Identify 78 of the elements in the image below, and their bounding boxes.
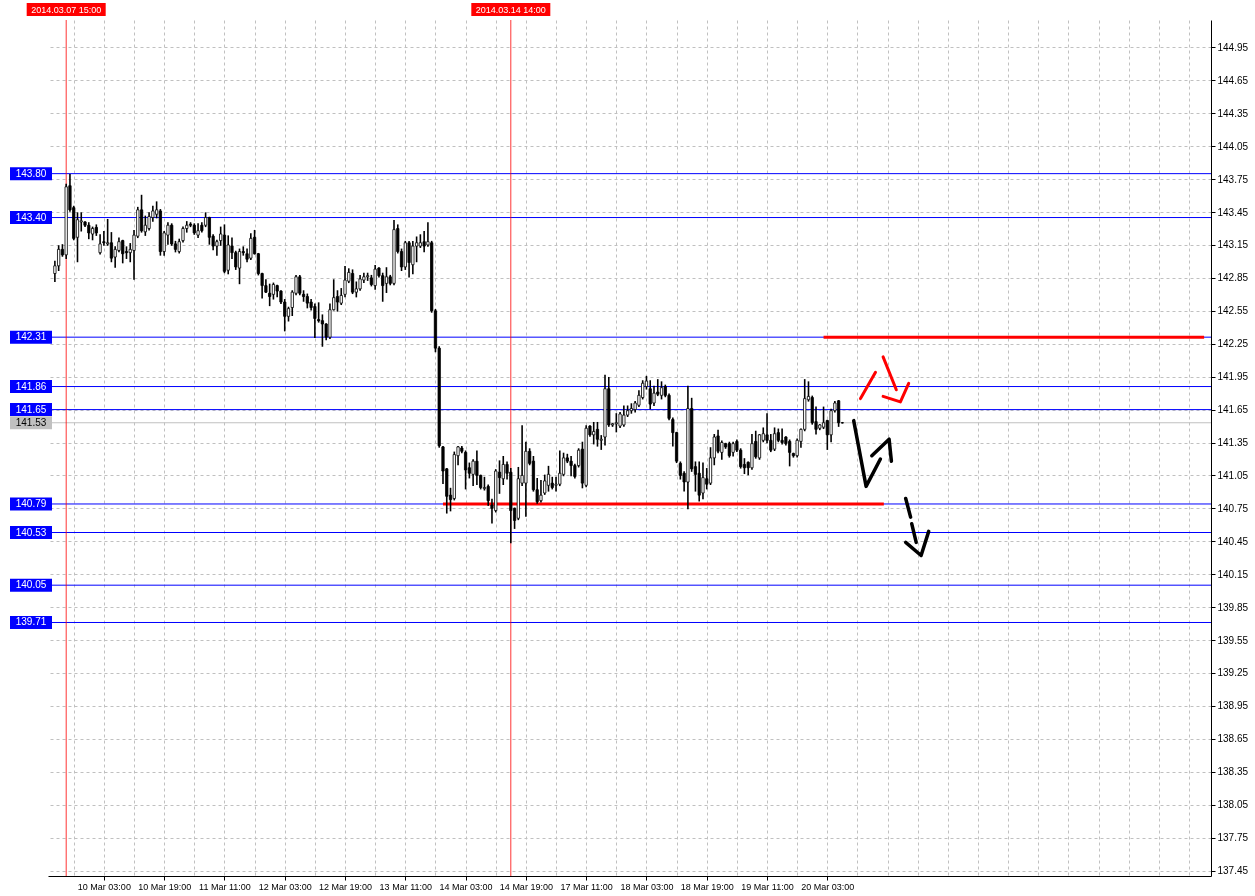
y-tick-label: 143.45 xyxy=(1217,206,1249,218)
ref-line-label: 140.53 xyxy=(15,526,47,538)
y-tick-label: 144.05 xyxy=(1217,140,1249,152)
candlestick xyxy=(780,428,784,445)
candlestick xyxy=(139,194,144,233)
y-tick-label: 139.55 xyxy=(1217,634,1249,646)
candlestick xyxy=(98,234,102,255)
ref-line-label: 141.65 xyxy=(15,403,47,415)
y-tick-label: 143.75 xyxy=(1217,173,1249,185)
candlestick xyxy=(237,248,242,285)
ref-line-label: 142.31 xyxy=(15,331,47,343)
candlestick xyxy=(788,439,792,467)
x-tick-label: 12 Mar 03:00 xyxy=(258,881,312,892)
y-tick-label: 142.85 xyxy=(1217,272,1249,284)
ref-line-label: 140.79 xyxy=(15,497,47,509)
y-tick-label: 141.05 xyxy=(1217,469,1249,481)
ref-line-label: 139.71 xyxy=(15,616,47,628)
candlestick xyxy=(373,265,377,290)
x-tick-label: 14 Mar 03:00 xyxy=(439,881,493,892)
candlestick xyxy=(569,455,573,477)
y-tick-label: 139.25 xyxy=(1217,667,1249,679)
candlestick xyxy=(384,267,389,293)
y-tick-label: 137.75 xyxy=(1217,832,1249,844)
candlestick xyxy=(121,239,125,264)
candlestick xyxy=(268,283,272,307)
y-tick-label: 144.95 xyxy=(1217,41,1249,53)
ref-line-label: 141.86 xyxy=(15,380,47,392)
y-tick-label: 138.05 xyxy=(1217,799,1249,811)
ref-line-label: 143.40 xyxy=(15,211,47,223)
x-tick-label: 20 Mar 03:00 xyxy=(801,881,855,892)
x-tick-label: 2014.03.14 14:00 xyxy=(475,4,546,15)
candlestick xyxy=(697,461,701,502)
x-tick-label: 2014.03.07 15:00 xyxy=(31,4,102,15)
x-tick-label: 10 Mar 19:00 xyxy=(138,881,192,892)
x-tick-label: 17 Mar 11:00 xyxy=(560,881,613,892)
ref-line-label: 141.53 xyxy=(15,416,47,428)
y-tick-label: 141.95 xyxy=(1217,371,1249,383)
candlestick xyxy=(546,465,551,492)
x-tick-label: 13 Mar 11:00 xyxy=(379,881,432,892)
y-tick-label: 141.35 xyxy=(1217,437,1249,449)
y-tick-label: 144.65 xyxy=(1217,74,1249,86)
candlestick xyxy=(648,380,652,410)
ref-line-label: 143.80 xyxy=(15,167,47,179)
y-tick-label: 142.55 xyxy=(1217,305,1249,317)
candlestick xyxy=(622,405,626,427)
y-tick-label: 140.15 xyxy=(1217,568,1249,580)
y-tick-label: 144.35 xyxy=(1217,107,1249,119)
y-tick-label: 138.95 xyxy=(1217,700,1249,712)
x-tick-label: 10 Mar 03:00 xyxy=(77,881,131,892)
candlestick xyxy=(539,480,543,503)
candlestick xyxy=(701,462,705,500)
y-tick-label: 141.65 xyxy=(1217,404,1249,416)
x-tick-label: 19 Mar 11:00 xyxy=(741,881,794,892)
x-tick-label: 11 Mar 11:00 xyxy=(199,881,251,892)
candlestick xyxy=(475,450,479,486)
y-tick-label: 140.45 xyxy=(1217,535,1249,547)
candlestick xyxy=(592,421,596,445)
y-tick-label: 140.75 xyxy=(1217,502,1249,514)
y-tick-label: 143.15 xyxy=(1217,239,1249,251)
y-tick-label: 138.35 xyxy=(1217,766,1249,778)
x-tick-label: 18 Mar 19:00 xyxy=(680,881,734,892)
candlestick xyxy=(411,240,415,275)
candlestick xyxy=(320,314,324,347)
y-tick-label: 142.25 xyxy=(1217,338,1249,350)
candlestick xyxy=(837,400,841,427)
y-tick-label: 138.65 xyxy=(1217,733,1249,745)
ref-line-label: 140.05 xyxy=(15,579,47,591)
y-tick-label: 139.85 xyxy=(1217,601,1249,613)
y-tick-label: 137.45 xyxy=(1217,865,1249,877)
candlestick xyxy=(313,303,317,338)
candlestick xyxy=(407,240,411,278)
x-tick-label: 18 Mar 03:00 xyxy=(620,881,674,892)
x-tick-label: 14 Mar 19:00 xyxy=(499,881,553,892)
candlestick xyxy=(471,459,475,487)
candlestick xyxy=(464,450,468,490)
candlestick xyxy=(595,421,600,447)
candlestick xyxy=(249,233,253,261)
x-tick-label: 12 Mar 19:00 xyxy=(318,881,373,892)
